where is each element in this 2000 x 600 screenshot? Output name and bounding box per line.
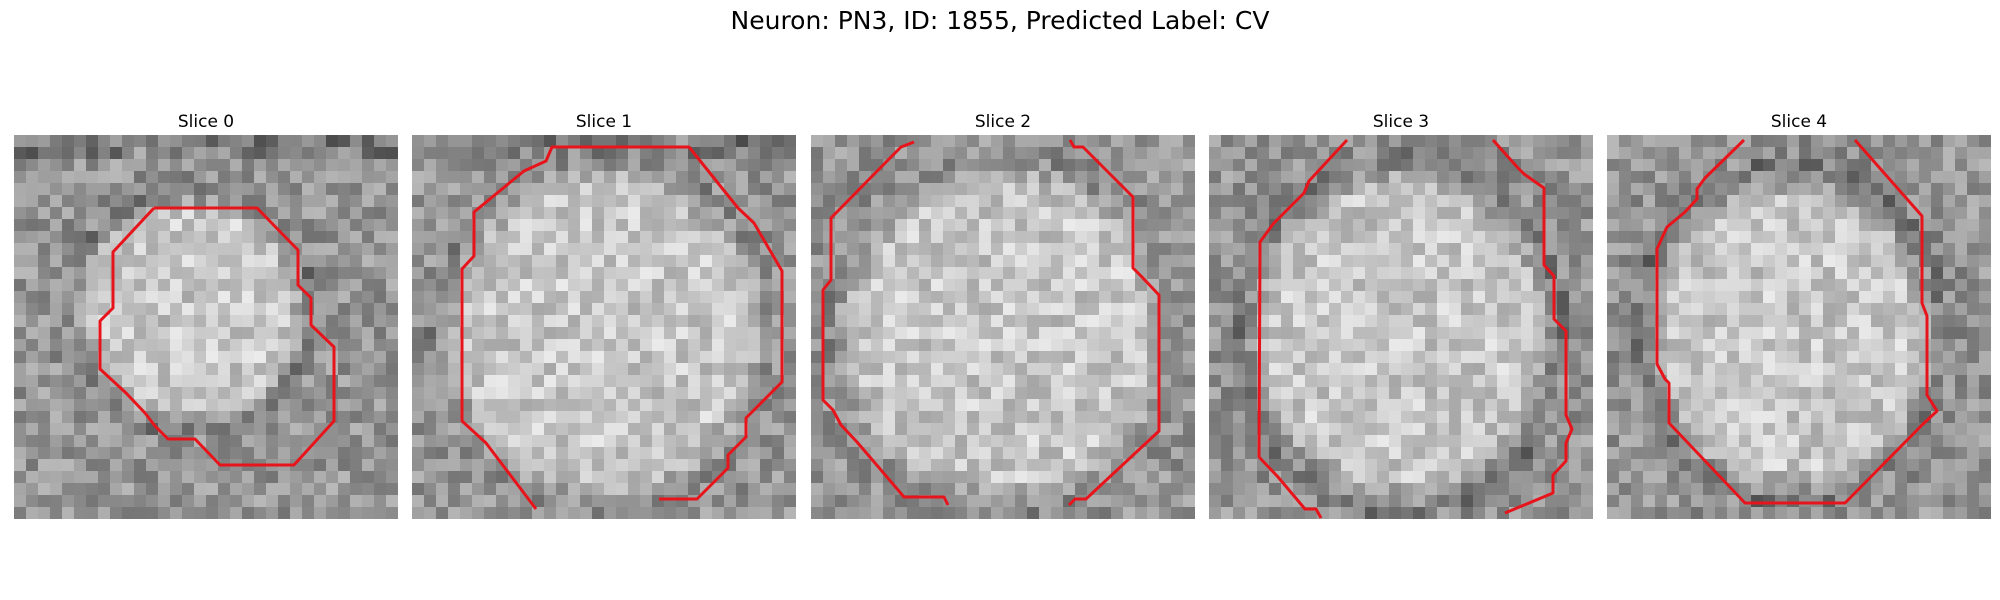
slice-title: Slice 4 <box>1770 112 1828 132</box>
slice-panel-1: Slice 1 <box>412 110 796 519</box>
segmentation-contour <box>821 140 950 506</box>
slice-svg <box>811 135 1195 519</box>
slice-title: Slice 3 <box>1372 112 1430 132</box>
slice-svg <box>412 135 796 519</box>
segmentation-contour <box>1067 139 1161 507</box>
segmentation-contour <box>1655 138 1939 505</box>
pixel-grid <box>412 135 796 519</box>
segmentation-contour <box>460 145 784 510</box>
slice-image <box>1209 135 1593 519</box>
slice-image <box>1607 135 1991 519</box>
pixel-grid <box>1607 135 1991 519</box>
figure-title: Neuron: PN3, ID: 1855, Predicted Label: … <box>730 6 1270 35</box>
slice-svg <box>1607 135 1991 519</box>
slice-title: Slice 0 <box>177 112 235 132</box>
slice-panel-3: Slice 3 <box>1209 110 1593 519</box>
slice-image <box>412 135 796 519</box>
segmentation-contour <box>1257 138 1349 519</box>
slice-title: Slice 1 <box>575 112 633 132</box>
segmentation-contour <box>1491 139 1574 515</box>
pixel-grid <box>1209 135 1593 519</box>
slice-panel-4: Slice 4 <box>1607 110 1991 519</box>
slice-panel-0: Slice 0 <box>14 110 398 519</box>
slice-image <box>14 135 398 519</box>
segmentation-contour <box>98 206 336 467</box>
pixel-grid <box>14 135 398 519</box>
pixel-grid <box>811 135 1195 519</box>
slice-title: Slice 2 <box>974 112 1032 132</box>
slice-image <box>811 135 1195 519</box>
slice-panel-2: Slice 2 <box>811 110 1195 519</box>
slice-svg <box>14 135 398 519</box>
slice-svg <box>1209 135 1593 519</box>
